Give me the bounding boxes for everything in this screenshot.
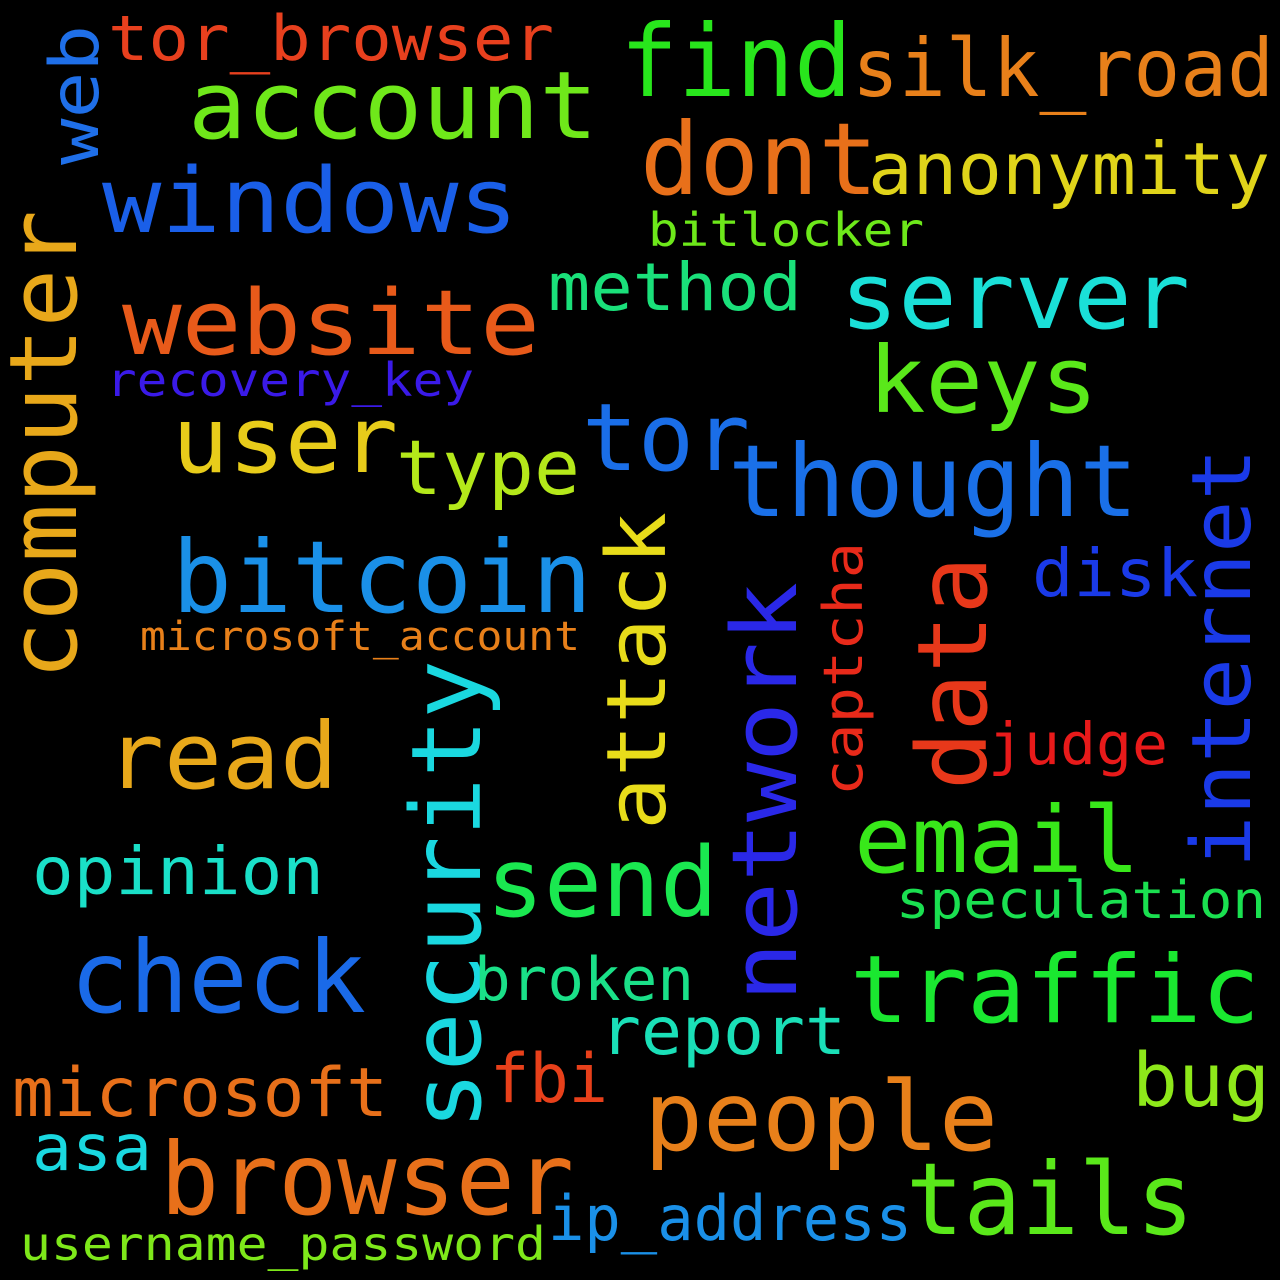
word-recovery-key: recovery_key — [106, 353, 474, 407]
word-judge: judge — [988, 710, 1168, 778]
word-disk: disk — [1032, 535, 1198, 612]
word-check: check — [70, 919, 366, 1036]
word-account: account — [188, 52, 598, 161]
word-microsoft-account: microsoft_account — [140, 614, 580, 660]
word-type: type — [396, 423, 580, 512]
word-user: user — [172, 387, 398, 494]
word-website: website — [122, 271, 540, 376]
word-bitlocker: bitlocker — [648, 203, 924, 257]
word-thought: thought — [728, 423, 1138, 540]
word-read: read — [106, 703, 338, 810]
word-silk-road: silk_road — [852, 22, 1274, 115]
word-email: email — [854, 787, 1140, 894]
word-data: data — [897, 556, 1009, 790]
word-traffic: traffic — [850, 936, 1260, 1045]
word-opinion: opinion — [32, 833, 324, 910]
word-internet: internet — [1175, 448, 1270, 868]
word-fbi: fbi — [490, 1040, 608, 1119]
word-browser: browser — [160, 1121, 574, 1238]
word-speculation: speculation — [896, 871, 1266, 931]
word-tor-browser: tor_browser — [108, 2, 554, 75]
word-bug: bug — [1132, 1038, 1270, 1124]
word-keys: keys — [868, 327, 1098, 434]
word-username-password: username_password — [20, 1217, 546, 1271]
word-bitcoin: bitcoin — [172, 519, 592, 636]
word-computer: computer — [0, 210, 99, 680]
word-method: method — [548, 249, 802, 326]
word-tor: tor — [582, 384, 750, 493]
word-ip-address: ip_address — [548, 1182, 912, 1255]
word-people: people — [644, 1061, 998, 1173]
word-find: find — [620, 3, 852, 120]
word-anonymity: anonymity — [868, 127, 1270, 211]
word-microsoft: microsoft — [12, 1054, 388, 1133]
word-broken: broken — [474, 945, 694, 1015]
word-attack: attack — [590, 512, 685, 830]
word-security: security — [391, 660, 503, 1130]
word-send: send — [486, 827, 718, 939]
word-captcha: captcha — [812, 542, 875, 796]
word-windows: windows — [102, 149, 518, 254]
word-web: web — [36, 25, 115, 165]
word-dont: dont — [640, 101, 878, 218]
word-report: report — [600, 993, 846, 1070]
word-server: server — [840, 243, 1190, 350]
word-asa: asa — [32, 1112, 152, 1186]
word-tails: tails — [906, 1141, 1194, 1258]
word-network: network — [713, 582, 818, 1002]
